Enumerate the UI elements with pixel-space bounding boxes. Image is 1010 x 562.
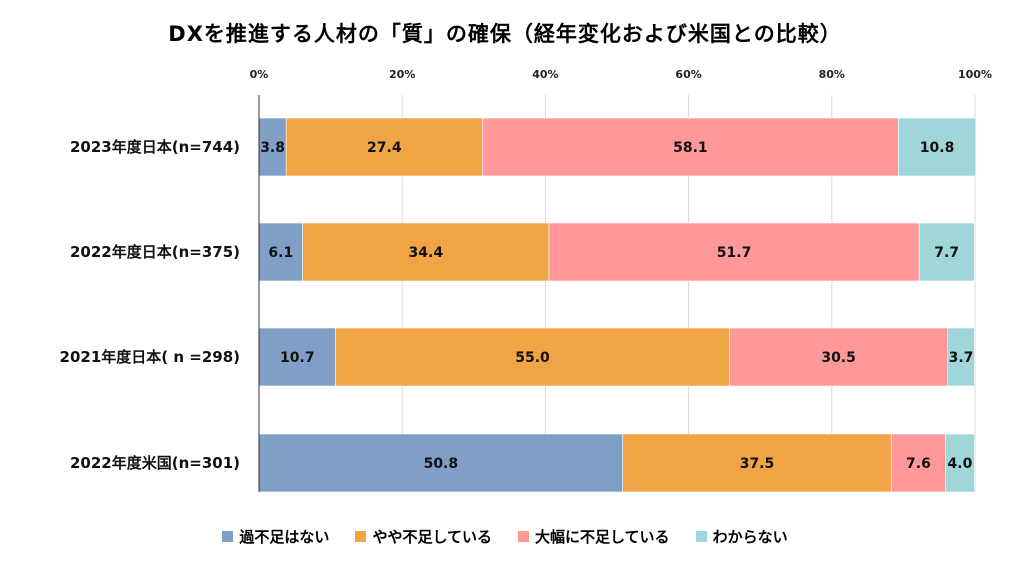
data-label: 10.7: [280, 350, 315, 366]
bars: 3.8 27.4 58.1 10.8 6.1 34.4 51.7 7.7 10.7 55.0 30.…: [258, 117, 977, 493]
legend-swatch: [222, 531, 234, 542]
x-tick-label: 60%: [675, 68, 701, 81]
data-label: 51.7: [717, 245, 752, 261]
category-label: 2022年度米国(n=301): [70, 454, 240, 472]
stacked-bar-chart: 0% 20% 40% 60% 80% 100% 3.8 27.4 58.1 10.8 6.1 34.…: [60, 68, 992, 493]
legend-label: やや不足している: [372, 528, 492, 546]
legend-swatch: [695, 531, 707, 542]
bar-segment: [285, 117, 483, 177]
data-label: 55.0: [515, 350, 550, 366]
category-label: 2022年度日本(n=375): [70, 243, 240, 261]
legend-label: 過不足はない: [239, 528, 330, 546]
bar-segment: [302, 222, 550, 282]
legend-item: やや不足している: [355, 526, 492, 547]
legend-item: 大幅に不足している: [518, 526, 670, 547]
bar-segment: [335, 327, 730, 387]
bar-segment: [729, 327, 949, 387]
data-label: 3.8: [260, 140, 285, 156]
bar-segment: [890, 433, 946, 493]
category-label: 2023年度日本(n=744): [70, 138, 240, 156]
bar-segment: [622, 433, 892, 493]
bar-segment: [482, 117, 899, 177]
category-labels: 2023年度日本(n=744) 2022年度日本(n=375) 2021年度日本( …: [60, 138, 240, 472]
data-label: 4.0: [948, 456, 973, 472]
legend: 過不足はない やや不足している 大幅に不足している わからない: [0, 526, 1010, 547]
x-tick-label: 20%: [389, 68, 415, 81]
category-label: 2021年度日本( n =298): [60, 348, 240, 366]
bar-segment: [945, 433, 975, 493]
chart-title: DXを推進する人材の「質」の確保（経年変化および米国との比較）: [168, 22, 842, 46]
x-tick-label: 80%: [819, 68, 845, 81]
legend-label: 大幅に不足している: [535, 528, 670, 546]
data-label: 10.8: [920, 140, 955, 156]
x-tick-label: 40%: [532, 68, 558, 81]
legend-item: わからない: [695, 526, 788, 547]
bar-segment: [548, 222, 920, 282]
data-label: 58.1: [673, 140, 708, 156]
data-label: 7.6: [906, 456, 931, 472]
legend-label: わからない: [712, 528, 788, 546]
data-label: 27.4: [367, 140, 402, 156]
legend-swatch: [355, 531, 367, 542]
data-label: 30.5: [821, 350, 856, 366]
data-label: 37.5: [740, 456, 775, 472]
bar-segment: [918, 222, 975, 282]
legend-swatch: [518, 531, 529, 542]
bar-segment: [258, 433, 624, 493]
x-tick-label: 100%: [958, 68, 992, 81]
x-tick-label: 0%: [250, 68, 269, 81]
data-label: 3.7: [949, 350, 974, 366]
bar-segment: [947, 327, 975, 387]
bar-segment: [898, 117, 977, 177]
bar-segment: [258, 222, 303, 282]
legend-item: 過不足はない: [222, 526, 329, 547]
x-axis-ticks: 0% 20% 40% 60% 80% 100%: [250, 68, 992, 81]
data-label: 34.4: [409, 245, 444, 261]
data-label: 7.7: [934, 245, 959, 261]
data-label: 50.8: [424, 456, 459, 472]
data-label: 6.1: [268, 245, 293, 261]
